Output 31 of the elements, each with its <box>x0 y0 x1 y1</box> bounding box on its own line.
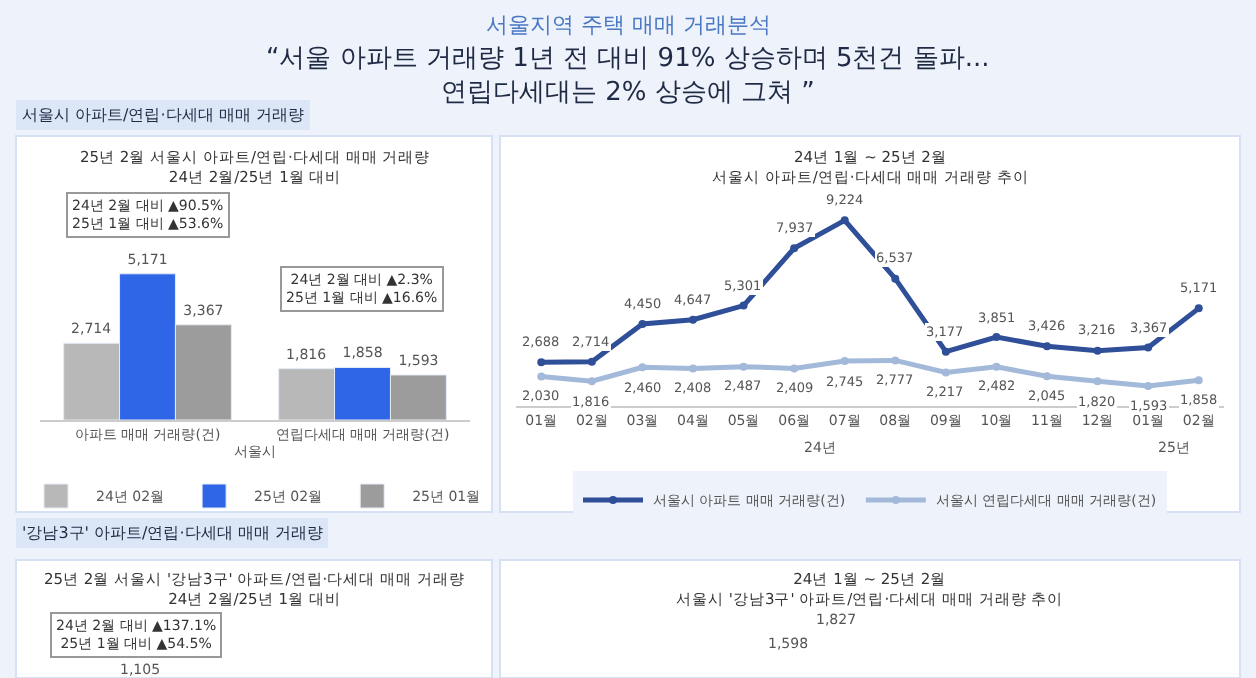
point <box>790 364 799 373</box>
point <box>790 244 799 253</box>
point <box>1093 346 1102 355</box>
point <box>739 301 748 310</box>
point <box>1043 372 1051 381</box>
point <box>1194 304 1203 313</box>
point <box>1144 343 1153 352</box>
point <box>638 363 647 372</box>
point <box>1043 342 1051 351</box>
point <box>537 372 546 381</box>
point <box>891 356 900 365</box>
point <box>992 362 1001 371</box>
point <box>587 377 596 386</box>
point <box>1144 382 1153 391</box>
point <box>941 347 950 356</box>
point <box>587 357 596 366</box>
point <box>537 358 546 367</box>
point <box>840 357 849 366</box>
point <box>992 333 1001 342</box>
text: 서울지역 주택 매매 거래분석 <box>486 12 771 38</box>
point <box>891 274 900 283</box>
text: '강남3구' 아파트/연립·다세대 매매 거래량 <box>22 524 323 542</box>
point <box>840 216 849 225</box>
text: 서울시 아파트/연립·다세대 매매 거래량 <box>22 106 304 124</box>
point <box>638 320 647 329</box>
point <box>739 362 748 371</box>
text: “서울 아파트 거래량 1년 전 대비 91% 상승하며 5천건 돌파... 연립다세대는 2% 상승에 그쳐 ” <box>266 44 990 108</box>
point <box>941 368 950 377</box>
point <box>1093 377 1102 386</box>
point <box>1194 376 1203 385</box>
point <box>689 315 697 324</box>
